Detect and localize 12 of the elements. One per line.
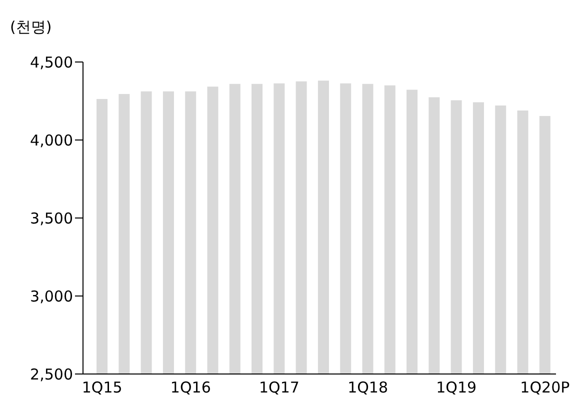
y-tick-label: 4,500 — [30, 53, 73, 72]
y-tick-label: 2,500 — [30, 365, 73, 384]
y-tick-label: 4,000 — [30, 131, 73, 150]
x-tick-label: 1Q19 — [436, 378, 477, 397]
x-tick-label: 1Q16 — [170, 378, 211, 397]
x-tick-label: 1Q20P — [520, 378, 570, 397]
y-axis-title: (천명) — [10, 18, 52, 37]
y-tick-label: 3,000 — [30, 287, 73, 306]
x-tick-label: 1Q17 — [258, 378, 300, 397]
y-tick-label: 3,500 — [30, 209, 73, 228]
x-tick-label: 1Q15 — [82, 378, 122, 397]
x-tick-label: 1Q18 — [348, 378, 388, 397]
